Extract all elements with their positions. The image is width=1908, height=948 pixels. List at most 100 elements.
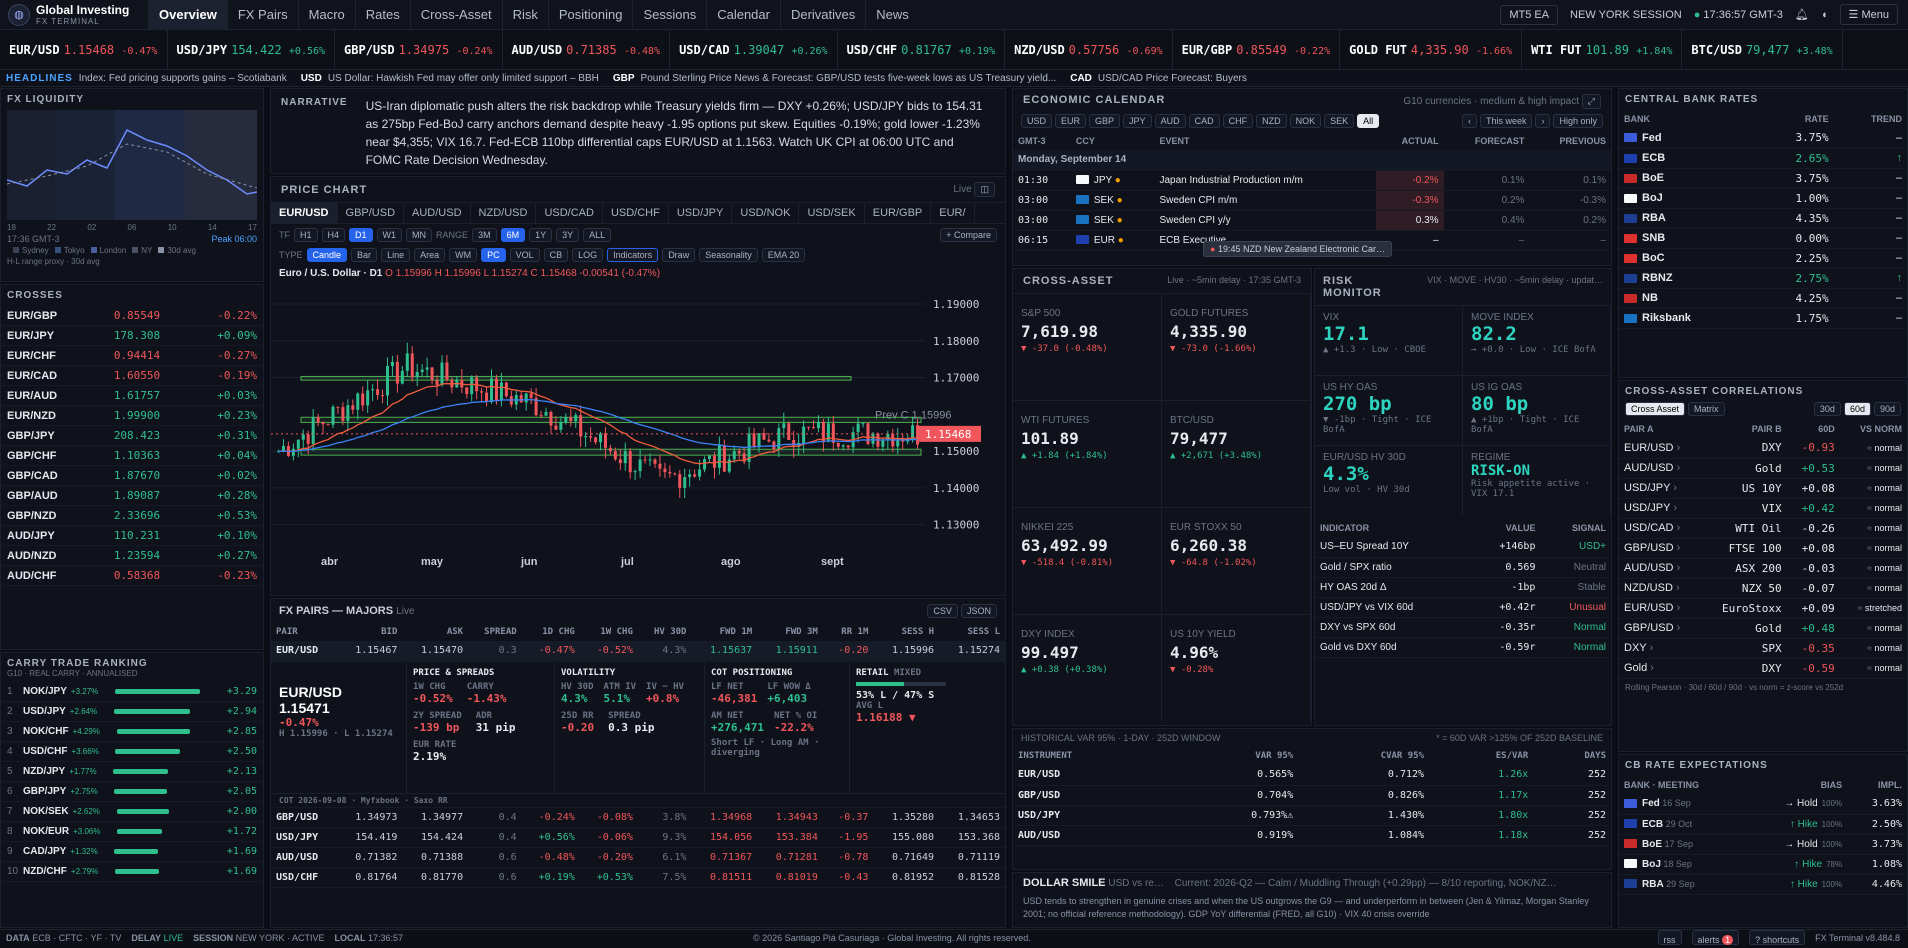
table-row[interactable]: BoJ 18 Sep ↑ Hike 78% 1.08% xyxy=(1619,854,1907,875)
table-row[interactable]: RBNZ 2.75% ↑ xyxy=(1619,268,1907,289)
tf-button[interactable]: 6M xyxy=(500,228,526,242)
table-row[interactable]: GBP/USD › Gold +0.48 ≈ normal xyxy=(1619,618,1907,639)
ticker-item[interactable]: AUD/USD 0.71385 -0.48% xyxy=(503,30,671,69)
news-headline[interactable]: USD/CAD Price Forecast: Buyers xyxy=(1097,73,1247,84)
list-item[interactable]: EUR/AUD 1.61757 +0.03% xyxy=(1,386,263,406)
table-row[interactable]: RBA 4.35% – xyxy=(1619,208,1907,229)
table-row[interactable]: BoE 3.75% – xyxy=(1619,168,1907,189)
type-button[interactable]: CB xyxy=(543,248,569,262)
tf-button[interactable]: + Compare xyxy=(940,228,997,242)
mt5-badge[interactable]: MT5 EA xyxy=(1500,4,1559,25)
table-row[interactable]: Gold / SPX ratio 0.569 Neutral xyxy=(1315,557,1611,578)
list-item[interactable]: GBP/AUD 1.89087 +0.28% xyxy=(1,486,263,506)
table-row[interactable]: US–EU Spread 10Y +146bp USD+ xyxy=(1315,537,1611,558)
table-row[interactable]: USD/CHF 0.81764 0.81770 0.6 +0.19% +0.53% 7.5%… xyxy=(271,867,1005,888)
table-row[interactable]: NZD/USD › NZX 50 -0.07 ≈ normal xyxy=(1619,578,1907,599)
currency-filter[interactable]: CAD xyxy=(1188,114,1220,128)
tf-button[interactable]: H1 xyxy=(294,228,318,242)
asset-tile[interactable]: GOLD FUTURES 4,335.90 ▼ -73.0 (-1.66%) xyxy=(1162,293,1311,400)
ticker-item[interactable]: USD/CAD 1.39047 +0.26% xyxy=(670,30,838,69)
currency-filter[interactable]: JPY xyxy=(1123,114,1152,128)
list-item[interactable]: 7 NOK/SEK +2.62% +2.00 xyxy=(1,802,263,822)
table-row[interactable]: BoE 17 Sep → Hold 100% 3.73% xyxy=(1619,834,1907,855)
table-row[interactable]: Fed 3.75% – xyxy=(1619,128,1907,149)
list-item[interactable]: GBP/CHF 1.10363 +0.04% xyxy=(1,446,263,466)
nav-tab-macro[interactable]: Macro xyxy=(297,0,355,30)
tab-pair[interactable]: USD/SEK xyxy=(799,203,865,223)
tab-pair[interactable]: AUD/USD xyxy=(404,203,471,223)
nav-tab-news[interactable]: News xyxy=(865,0,919,30)
ticker-item[interactable]: USD/JPY 154.422 +0.56% xyxy=(168,30,336,69)
table-row[interactable]: USD/JPY 0.793%⚠ 1.430% 1.80x 252 xyxy=(1013,805,1611,826)
bell-icon[interactable]: 🔔︎ xyxy=(1794,9,1809,21)
list-item[interactable]: GBP/NZD 2.33696 +0.53% xyxy=(1,506,263,526)
brand-logo[interactable]: ◍ Global Investing FX TERMINAL xyxy=(0,3,148,26)
asset-tile[interactable]: BTC/USD 79,477 ▲ +2,671 (+3.48%) xyxy=(1162,400,1311,507)
table-row[interactable]: USD/JPY 154.419 154.424 0.4 +0.56% -0.06% 9.3%… xyxy=(271,827,1005,848)
table-row[interactable]: RBA 29 Sep ↑ Hike 100% 4.46% xyxy=(1619,874,1907,895)
table-row[interactable]: Gold › DXY -0.59 ≈ normal xyxy=(1619,658,1907,679)
asset-tile[interactable]: S&P 500 7,619.98 ▼ -37.0 (-0.48%) xyxy=(1013,293,1162,400)
corr-mode-button[interactable]: Matrix xyxy=(1688,402,1725,416)
tf-button[interactable]: H4 xyxy=(321,228,346,242)
type-button[interactable]: WM xyxy=(449,248,478,262)
tab-pair[interactable]: EUR/ xyxy=(931,203,975,223)
currency-filter[interactable]: SEK xyxy=(1324,114,1355,128)
currency-filter[interactable]: NZD xyxy=(1256,114,1287,128)
table-row[interactable]: GBP/USD 0.704% 0.826% 1.17x 252 xyxy=(1013,785,1611,806)
tf-button[interactable]: 3Y xyxy=(556,228,580,242)
tf-button[interactable]: 1Y xyxy=(529,228,553,242)
table-row[interactable]: AUD/USD › Gold +0.53 ≈ normal xyxy=(1619,458,1907,479)
table-row[interactable]: Riksbank 1.75% – xyxy=(1619,308,1907,329)
table-row[interactable]: GBP/USD 1.34973 1.34977 0.4 -0.24% -0.08% 3.8%… xyxy=(271,807,1005,828)
price-chart-svg[interactable]: 1.19000 1.18000 1.17000 1.15000 1.14000 1.130… xyxy=(271,283,1005,573)
type-button[interactable]: Area xyxy=(414,248,446,262)
nav-tab-cross-asset[interactable]: Cross-Asset xyxy=(409,0,502,30)
news-headline[interactable]: Index: Fed pricing supports gains – Scot… xyxy=(78,73,287,84)
list-item[interactable]: 5 NZD/JPY +1.77% +2.13 xyxy=(1,762,263,782)
asset-tile[interactable]: DXY INDEX 99.497 ▲ +0.38 (+0.38%) xyxy=(1013,614,1162,721)
nav-tab-rates[interactable]: Rates xyxy=(354,0,410,30)
table-row[interactable]: EUR/USD 0.565% 0.712% 1.26x 252 xyxy=(1013,765,1611,786)
currency-filter[interactable]: AUD xyxy=(1154,114,1186,128)
tab-pair[interactable]: USD/CHF xyxy=(603,203,669,223)
table-row[interactable]: EUR/USD › EuroStoxx +0.09 ≈ stretched xyxy=(1619,598,1907,619)
tab-pair[interactable]: GBP/USD xyxy=(338,203,405,223)
nav-tab-calendar[interactable]: Calendar xyxy=(706,0,780,30)
table-row[interactable]: BoJ 1.00% – xyxy=(1619,188,1907,209)
corr-window-button[interactable]: 60d xyxy=(1843,402,1871,416)
shortcuts-button[interactable]: ? shortcuts xyxy=(1749,930,1806,945)
nav-tab-risk[interactable]: Risk xyxy=(501,0,548,30)
tab-pair[interactable]: USD/NOK xyxy=(732,203,800,223)
ticker-item[interactable]: GBP/USD 1.34975 -0.24% xyxy=(335,30,503,69)
ticker-item[interactable]: BTC/USD 79,477 +3.48% xyxy=(1682,30,1843,69)
currency-filter[interactable]: EUR xyxy=(1055,114,1087,128)
corr-mode-button[interactable]: Cross Asset xyxy=(1625,402,1686,416)
corr-window-button[interactable]: 90d xyxy=(1873,402,1901,416)
type-button[interactable]: PC xyxy=(481,248,506,262)
layout-toggle-icon[interactable]: ◫ xyxy=(974,182,995,197)
table-row[interactable]: BoC 2.25% – xyxy=(1619,248,1907,269)
ticker-item[interactable]: GOLD FUT 4,335.90 -1.66% xyxy=(1340,30,1523,69)
tf-button[interactable]: ALL xyxy=(583,228,612,242)
type-button[interactable]: LOG xyxy=(572,248,604,262)
list-item[interactable]: EUR/NZD 1.99900 +0.23% xyxy=(1,406,263,426)
menu-button[interactable]: ☰ Menu xyxy=(1839,4,1898,25)
list-item[interactable]: 8 NOK/EUR +3.06% +1.72 xyxy=(1,822,263,842)
json-button[interactable]: JSON xyxy=(960,604,997,618)
high-only-button[interactable]: High only xyxy=(1553,114,1603,128)
type-button[interactable]: Draw xyxy=(662,248,696,262)
table-row[interactable]: AUD/USD 0.919% 1.084% 1.18x 252 xyxy=(1013,825,1611,846)
asset-tile[interactable]: US 10Y YIELD 4.96% ▼ -0.28% xyxy=(1162,614,1311,721)
table-row[interactable]: SNB 0.00% – xyxy=(1619,228,1907,249)
table-row[interactable]: USD/JPY vs VIX 60d +0.42r Unusual xyxy=(1315,597,1611,618)
table-row[interactable]: USD/JPY › VIX +0.42 ≈ normal xyxy=(1619,498,1907,519)
tab-pair[interactable]: NZD/USD xyxy=(471,203,537,223)
list-item[interactable]: GBP/CAD 1.87670 +0.02% xyxy=(1,466,263,486)
tf-button[interactable]: MN xyxy=(406,228,433,242)
table-row[interactable]: Fed 16 Sep → Hold 100% 3.63% xyxy=(1619,794,1907,815)
ticker-item[interactable]: EUR/GBP 0.85549 -0.22% xyxy=(1173,30,1341,69)
nav-tab-sessions[interactable]: Sessions xyxy=(632,0,706,30)
list-item[interactable]: 10 NZD/CHF +2.79% +1.69 xyxy=(1,862,263,882)
table-row[interactable]: USD/JPY › US 10Y +0.08 ≈ normal xyxy=(1619,478,1907,499)
